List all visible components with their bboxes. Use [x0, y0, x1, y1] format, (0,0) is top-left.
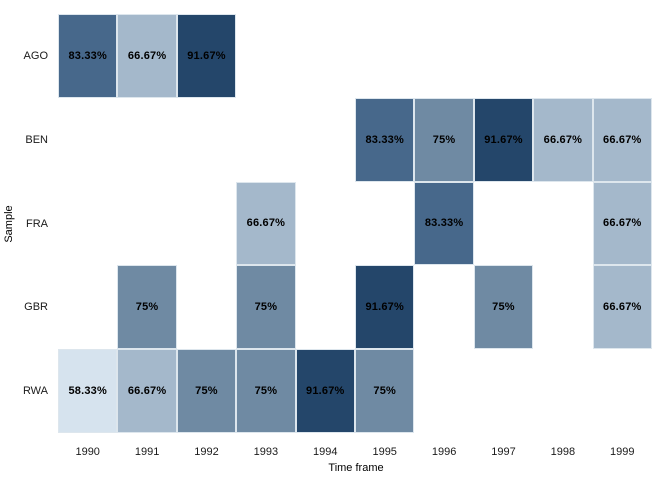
x-axis-tick-label: 1991 [134, 446, 160, 458]
x-axis-tick-label: 1999 [610, 446, 635, 458]
heatmap-cell: 66.67% [236, 181, 296, 266]
cell-value-label: 66.67% [603, 301, 642, 314]
cell-value-label: 75% [492, 301, 515, 314]
cell-value-label: 83.33% [424, 217, 464, 230]
heatmap-cell: 83.33% [355, 97, 415, 182]
cell-value-label: 58.33% [68, 385, 107, 398]
x-axis-tick-label: 1993 [253, 446, 279, 458]
heatmap-cell: 75% [236, 349, 296, 433]
heatmap-cell: 66.67% [533, 97, 593, 182]
heatmap-cell: 91.67% [176, 14, 237, 98]
cell-value-label: 66.67% [603, 217, 642, 230]
y-axis-title: Sample [3, 205, 15, 243]
x-axis-tick-label: 1990 [75, 446, 100, 458]
cell-value-label: 83.33% [365, 133, 404, 146]
cell-value-label: 75% [254, 385, 278, 398]
cell-value-label: 91.67% [306, 385, 345, 398]
heatmap-cell: 91.67% [295, 349, 355, 433]
heatmap-cell: 66.67% [592, 265, 652, 350]
cell-value-label: 75% [195, 385, 218, 398]
heatmap-cell: 75% [117, 265, 177, 350]
cell-value-label: 66.67% [543, 133, 583, 146]
y-axis-tick-label: RWA [22, 385, 48, 398]
cell-value-label: 91.67% [187, 49, 226, 62]
heatmap-cell: 66.67% [117, 14, 177, 98]
cell-value-label: 66.67% [127, 49, 167, 62]
heatmap-cell: 75% [473, 265, 534, 350]
heatmap-cell: 66.67% [592, 181, 652, 266]
heatmap-cell: 75% [414, 97, 474, 182]
x-axis-tick-label: 1998 [550, 446, 576, 458]
cell-value-label: 66.67% [127, 385, 167, 398]
cell-value-label: 75% [432, 133, 456, 146]
heatmap-cell: 83.33% [414, 181, 474, 266]
heatmap-cell: 91.67% [473, 97, 534, 182]
cell-value-label: 66.67% [246, 217, 286, 230]
heatmap-cell: 75% [236, 265, 296, 350]
heatmap-cell: 75% [355, 349, 415, 433]
cell-value-label: 83.33% [68, 49, 107, 62]
cell-value-label: 91.67% [365, 301, 404, 314]
heatmap-cell: 91.67% [355, 265, 415, 350]
cell-value-label: 75% [254, 301, 278, 314]
x-axis-tick-label: 1997 [491, 446, 516, 458]
heatmap-cell: 66.67% [117, 349, 177, 433]
cell-value-label: 75% [373, 385, 396, 398]
y-axis-tick-label: FRA [26, 217, 48, 230]
cell-value-label: 75% [135, 301, 159, 314]
x-axis-tick-label: 1995 [372, 446, 397, 458]
x-axis-title: Time frame [328, 462, 384, 474]
x-axis-tick-label: 1992 [194, 446, 219, 458]
heatmap-cell: 58.33% [58, 349, 118, 433]
heatmap-cell: 83.33% [58, 14, 118, 98]
x-axis-tick-label: 1996 [431, 446, 457, 458]
cell-value-label: 91.67% [484, 133, 523, 146]
heatmap-cell: 66.67% [592, 97, 652, 182]
heatmap-cell: 75% [176, 349, 237, 433]
y-axis-tick-label: GBR [24, 301, 48, 314]
cell-value-label: 66.67% [603, 133, 642, 146]
y-axis-tick-label: BEN [25, 133, 48, 146]
x-axis-tick-label: 1994 [313, 446, 338, 458]
y-axis-tick-label: AGO [23, 49, 48, 62]
